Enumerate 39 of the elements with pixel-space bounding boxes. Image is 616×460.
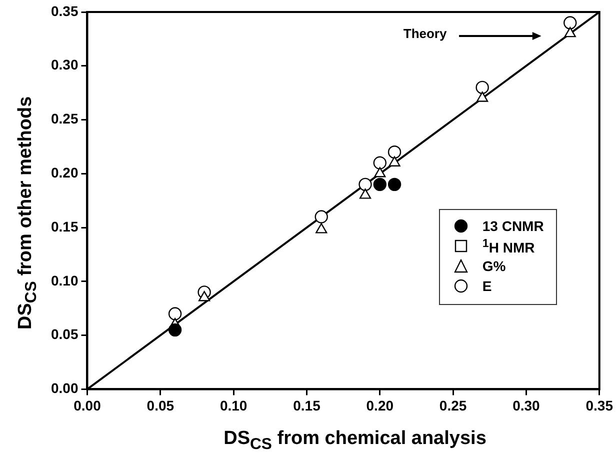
point xyxy=(359,188,372,199)
x-tick-label: 0.20 xyxy=(366,397,394,414)
point xyxy=(168,323,182,337)
x-axis-title: DS$_{CS}$ from chemical analysis xyxy=(222,428,488,454)
x-tick-label: 0.05 xyxy=(146,397,174,414)
point xyxy=(168,307,182,320)
legend-label: 13 CNMR xyxy=(482,218,544,234)
point xyxy=(388,156,400,166)
y-tick-label: 0.10 xyxy=(51,272,78,288)
x-tick-label: 0.35 xyxy=(586,397,614,414)
y-tick-label: 0.05 xyxy=(51,326,78,342)
y-tick-label: 0.15 xyxy=(51,218,78,234)
x-tick-label: 0.15 xyxy=(293,397,321,414)
x-tick-label: 0.10 xyxy=(220,397,248,414)
y-tick-label: 0.00 xyxy=(51,380,78,396)
point xyxy=(374,167,386,178)
legend-label: E xyxy=(482,278,492,294)
point xyxy=(564,26,576,38)
point xyxy=(373,178,386,192)
legend-label: G% xyxy=(482,258,506,274)
y-tick-label: 0.30 xyxy=(51,56,78,73)
point xyxy=(358,178,372,192)
annotation: Theory xyxy=(403,26,447,41)
x-tick-label: 0.30 xyxy=(512,397,540,414)
point xyxy=(388,178,402,192)
point xyxy=(476,92,488,102)
x-tick-label: 0.00 xyxy=(74,397,102,414)
legend-label: $^{1}$H NMR xyxy=(482,236,535,256)
point xyxy=(316,223,328,234)
y-tick-label: 0.20 xyxy=(51,164,78,181)
x-tick-label: 0.25 xyxy=(439,397,467,414)
point xyxy=(388,146,402,159)
point xyxy=(564,16,577,30)
y-tick-label: 0.35 xyxy=(51,2,78,19)
y-tick-label: 0.25 xyxy=(51,110,78,127)
point xyxy=(314,210,328,224)
point xyxy=(198,290,210,302)
point xyxy=(476,80,489,94)
point xyxy=(373,156,386,170)
